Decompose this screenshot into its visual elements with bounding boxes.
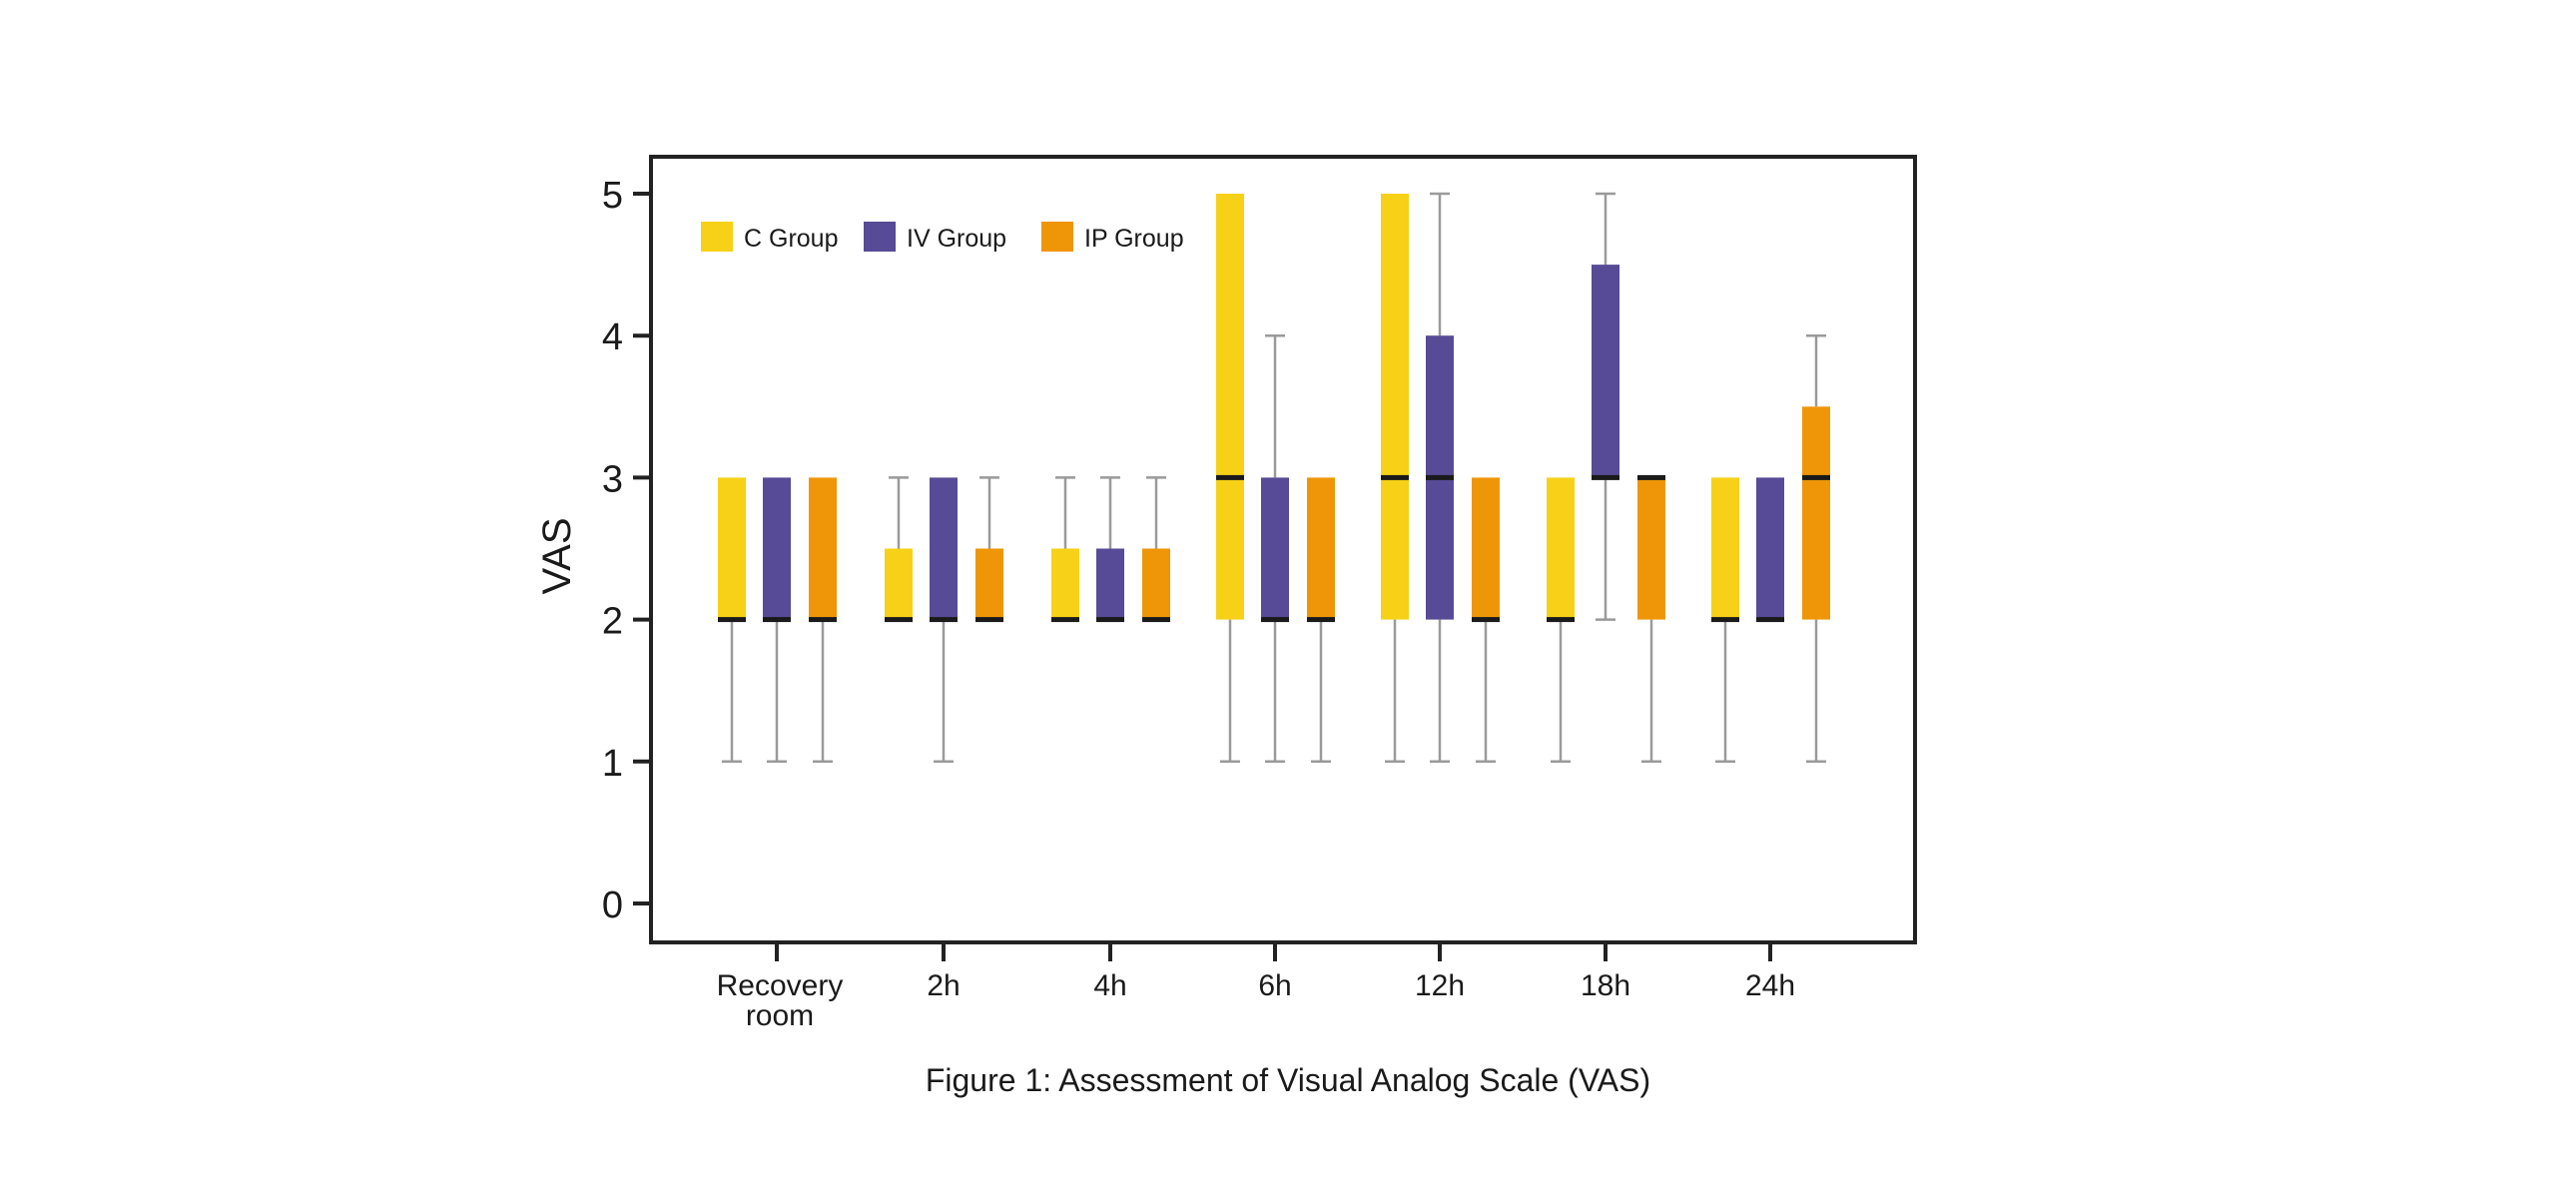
box-c-group-1 [885,476,913,623]
median-line [1756,617,1784,623]
box-c-group-6 [1711,477,1739,764]
median-line [1711,617,1739,623]
box-iv-group-1 [930,477,958,764]
box-c-group-3 [1216,194,1244,764]
box-iv-group-0 [763,477,791,764]
median-line [1096,617,1124,623]
median-line [809,617,837,623]
box-iqr [1307,477,1335,620]
y-tick-label: 3 [602,458,623,500]
box-iqr [1711,477,1739,620]
figure-caption: Figure 1: Assessment of Visual Analog Sc… [926,1062,1650,1098]
median-line [1592,474,1619,480]
median-line [885,617,913,623]
box-iqr [1216,194,1244,620]
box-iqr [763,477,791,620]
box-ip-group-1 [975,476,1003,623]
median-line [1802,474,1830,480]
median-line [930,617,958,623]
legend-item-c-group: C Group [701,222,838,253]
box-ip-group-0 [809,477,837,764]
median-line [718,617,746,623]
box-iqr [1637,477,1665,620]
median-line [1381,474,1409,480]
box-c-group-2 [1051,476,1079,623]
median-line [1216,474,1244,480]
box-iqr [930,477,958,620]
y-tick-label: 4 [602,316,623,358]
box-iqr [718,477,746,620]
legend-swatch [1041,222,1073,252]
box-iqr [1756,477,1784,620]
box-iqr [809,477,837,620]
median-line [763,617,791,623]
legend-label: IP Group [1084,225,1184,253]
box-iv-group-2 [1096,476,1124,623]
median-line [1547,617,1575,623]
legend: C Group IV Group IP Group [701,222,1184,253]
box-iqr [1096,548,1124,620]
box-iqr [1802,406,1830,620]
y-tick-label: 2 [602,601,623,643]
x-tick-label: 12h [1415,969,1465,1002]
box-iqr [1142,548,1170,620]
legend-item-iv-group: IV Group [864,222,1006,253]
box-ip-group-6 [1802,333,1830,764]
box-iqr [1051,548,1079,620]
median-line [975,617,1003,623]
y-tick-label: 0 [602,885,623,926]
x-tick-label: 4h [1093,969,1126,1002]
y-axis-label: VAS [535,517,579,594]
legend-swatch [864,222,896,252]
box-ip-group-5 [1637,474,1665,764]
x-tick-label: 18h [1581,969,1630,1002]
box-iv-group-5 [1592,192,1619,621]
x-tick-label: 6h [1258,969,1291,1002]
box-iv-group-4 [1426,192,1454,764]
box-ip-group-4 [1472,477,1500,764]
y-axis: 0 1 2 3 4 5 [602,175,651,926]
plot-frame [649,155,1917,944]
box-iv-group-3 [1261,333,1289,764]
box-iqr [1381,194,1409,620]
y-tick-label: 1 [602,743,623,785]
box-iv-group-6 [1756,477,1784,623]
legend-item-ip-group: IP Group [1041,222,1184,253]
y-tick-label: 5 [602,175,623,217]
box-iqr [1547,477,1575,620]
x-tick-label: 2h [927,969,960,1002]
x-tick-label: Recovery [717,969,844,1002]
legend-label: IV Group [907,225,1006,253]
x-tick-label: room [746,999,814,1032]
box-c-group-5 [1547,477,1575,764]
box-ip-group-2 [1142,476,1170,623]
median-line [1142,617,1170,623]
median-line [1637,474,1665,480]
box-c-group-4 [1381,194,1409,764]
box-c-group-0 [718,477,746,764]
median-line [1426,474,1454,480]
boxes-layer [718,192,1830,764]
box-iqr [885,548,913,620]
box-ip-group-3 [1307,477,1335,764]
median-line [1307,617,1335,623]
legend-label: C Group [744,225,838,253]
median-line [1051,617,1079,623]
box-iqr [975,548,1003,620]
legend-swatch [701,222,733,252]
box-iqr [1472,477,1500,620]
box-iqr [1592,265,1619,478]
median-line [1261,617,1289,623]
median-line [1472,617,1500,623]
box-iqr [1261,477,1289,620]
x-tick-label: 24h [1745,969,1795,1002]
